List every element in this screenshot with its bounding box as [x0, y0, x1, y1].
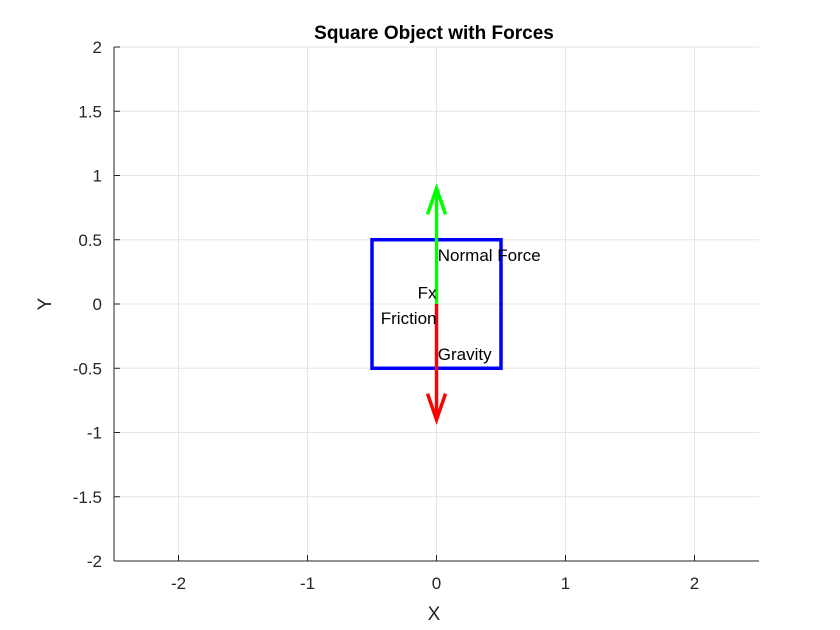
y-tick-label: -1.5	[73, 488, 102, 507]
y-tick-label: 0.5	[78, 231, 102, 250]
normal-force-arrow	[425, 183, 448, 304]
y-tick-label: 1	[93, 167, 102, 186]
square-object	[370, 238, 503, 370]
y-tick-label: -2	[87, 552, 102, 571]
x-tick-label: -2	[171, 574, 186, 593]
gravity-arrowhead	[425, 393, 448, 425]
y-ticks: -2 -1.5 -1 -0.5 0 0.5 1 1.5 2	[73, 38, 120, 571]
x-ticks: -2 -1 0 1 2	[171, 555, 699, 593]
x-tick-label: 1	[561, 574, 570, 593]
y-axis-label: Y	[35, 297, 56, 310]
plot-marks	[370, 183, 503, 425]
y-tick-label: 1.5	[78, 102, 102, 121]
normal-force-arrowhead	[425, 183, 448, 215]
y-tick-label: -0.5	[73, 359, 102, 378]
label-normal-force: Normal Force	[438, 246, 541, 265]
y-tick-label: 0	[93, 295, 102, 314]
x-axis-label: X	[428, 604, 441, 625]
chart-title: Square Object with Forces	[314, 23, 554, 44]
label-friction: Friction	[381, 309, 437, 328]
x-tick-label: 2	[690, 574, 699, 593]
label-gravity: Gravity	[438, 345, 492, 364]
y-tick-label: 2	[93, 38, 102, 57]
y-tick-label: -1	[87, 424, 102, 443]
x-tick-label: 0	[432, 574, 441, 593]
label-fx: Fx	[418, 283, 437, 302]
gravity-arrow	[425, 304, 448, 425]
x-tick-label: -1	[300, 574, 315, 593]
